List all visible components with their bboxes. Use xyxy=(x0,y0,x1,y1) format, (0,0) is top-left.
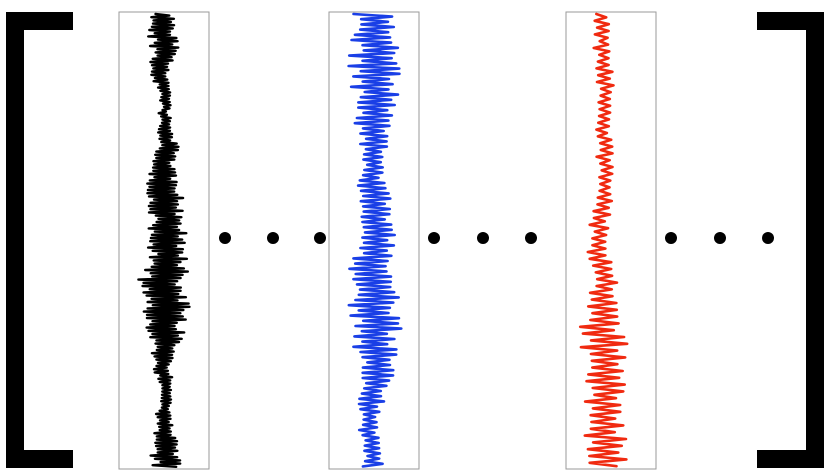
signal-panel-2 xyxy=(328,11,420,470)
ellipsis-dot xyxy=(428,232,440,244)
ellipsis-dot xyxy=(714,232,726,244)
ellipsis-dot xyxy=(314,232,326,244)
ellipsis-dot xyxy=(477,232,489,244)
panel-1-signal-trace xyxy=(137,12,191,468)
ellipsis-dot xyxy=(525,232,537,244)
right-bracket xyxy=(757,12,824,468)
panel-3-signal-trace xyxy=(578,12,629,468)
ellipsis-group-2 xyxy=(428,232,537,244)
ellipsis-group-3 xyxy=(665,232,774,244)
ellipsis-dot xyxy=(219,232,231,244)
signal-panel-1 xyxy=(118,11,210,470)
signal-panel-3 xyxy=(565,11,657,470)
ellipsis-dot xyxy=(762,232,774,244)
ellipsis-dot xyxy=(665,232,677,244)
ellipsis-group-1 xyxy=(219,232,326,244)
left-bracket xyxy=(6,12,73,468)
ellipsis-dot xyxy=(267,232,279,244)
panel-3-frame xyxy=(565,11,657,470)
panel-2-signal-trace xyxy=(347,12,403,468)
